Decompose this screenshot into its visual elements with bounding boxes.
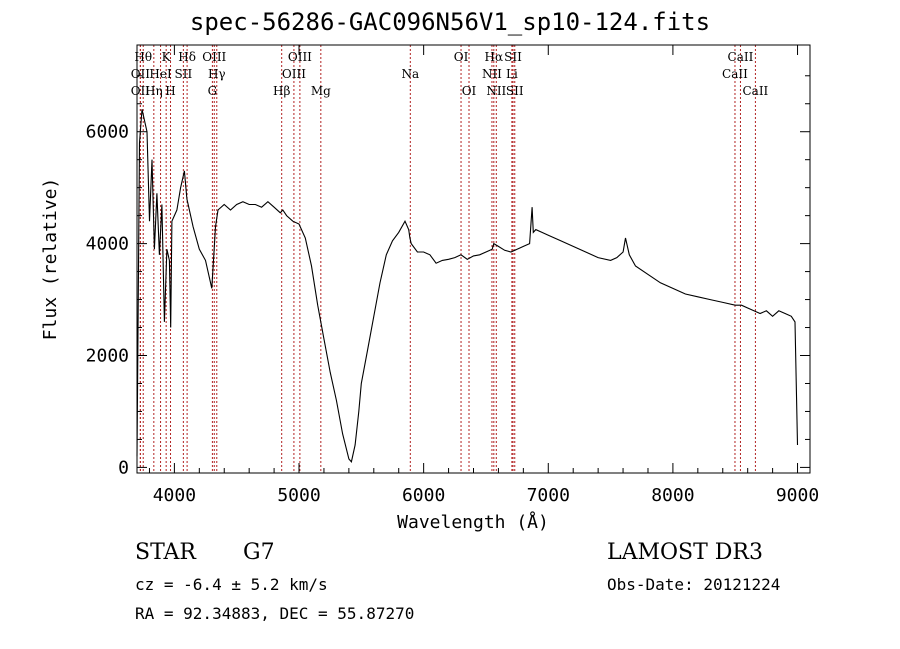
line-marker-label: SII [506, 84, 524, 98]
line-marker-label: Mg [311, 84, 331, 98]
object-class: STAR [135, 540, 196, 565]
y-tick-label: 0 [118, 457, 129, 478]
line-marker-label: Hθ [134, 50, 152, 64]
line-marker-label: Na [401, 67, 419, 81]
x-axis-label: Wavelength (Å) [397, 511, 549, 533]
x-tick-label: 5000 [277, 485, 320, 506]
line-marker-label: Hη [145, 84, 163, 98]
line-marker-label: NII [482, 67, 502, 81]
x-tick-label: 8000 [651, 485, 694, 506]
y-axis-ticks: 0 2000 4000 6000 [86, 75, 810, 478]
line-marker-label: OIII [282, 67, 306, 81]
subclass: G7 [243, 540, 275, 565]
coordinates: RA = 92.34883, DEC = 55.87270 [135, 604, 415, 623]
line-marker-label: OIII [202, 50, 226, 64]
x-tick-label: 6000 [402, 485, 445, 506]
line-marker-label: Li [506, 67, 518, 81]
line-marker-label: K [162, 50, 172, 64]
y-tick-label: 2000 [86, 346, 129, 367]
y-tick-label: 6000 [86, 122, 129, 143]
line-marker-label: Hα [485, 50, 504, 64]
line-marker-label: SII [504, 50, 522, 64]
line-marker-label: OII [131, 67, 151, 81]
x-tick-label: 7000 [527, 485, 570, 506]
line-marker-label: OII [131, 84, 151, 98]
line-marker-label: OI [454, 50, 469, 64]
x-tick-label: 4000 [153, 485, 196, 506]
line-marker-label: CaII [742, 84, 768, 98]
line-marker-label: HeI [149, 67, 172, 81]
line-marker-label: SII [175, 67, 193, 81]
survey-name: LAMOST DR3 [607, 540, 763, 565]
line-marker-label: CaII [728, 50, 754, 64]
line-marker-label: G [208, 84, 218, 98]
line-marker-label: OIII [288, 50, 312, 64]
line-marker-label: CaII [722, 67, 748, 81]
y-tick-label: 4000 [86, 234, 129, 255]
x-axis-ticks: 4000 5000 6000 7000 8000 9000 [148, 45, 819, 506]
plot-frame [136, 44, 811, 474]
spectrum-line [136, 109, 799, 463]
line-marker-label: OI [462, 84, 477, 98]
line-marker-label: H [165, 84, 175, 98]
redshift: cz = -6.4 ± 5.2 km/s [135, 575, 328, 594]
x-tick-label: 9000 [776, 485, 819, 506]
obs-date: Obs-Date: 20121224 [607, 575, 781, 594]
line-marker-label: Hβ [273, 84, 290, 98]
chart-title: spec-56286-GAC096N56V1_sp10-124.fits [189, 8, 711, 36]
y-axis-label: Flux (relative) [40, 178, 61, 341]
line-marker-label: Hγ [208, 67, 226, 81]
line-marker-label: NII [486, 84, 506, 98]
line-marker-label: Hδ [178, 50, 196, 64]
spectral-line-markers [139, 45, 756, 473]
